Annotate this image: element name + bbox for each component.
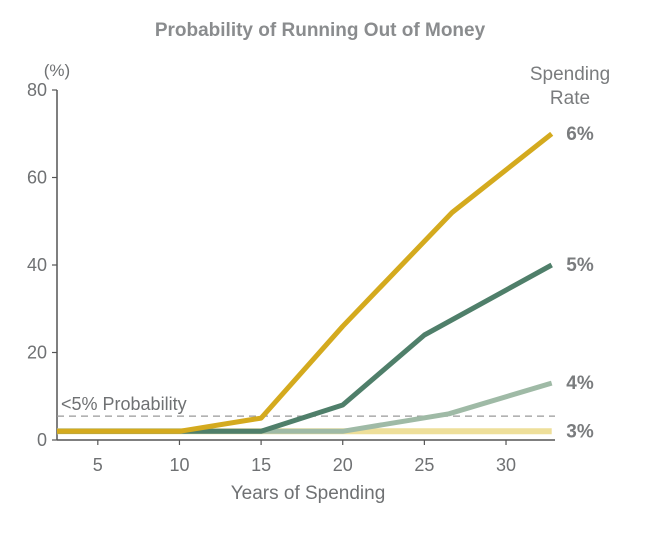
series-label: 6%: [566, 124, 594, 145]
threshold-label: <5% Probability: [61, 394, 187, 414]
x-tick-label: 5: [93, 455, 103, 475]
plot-area: 0 20 40 60 80 5 10 15 20 25 30 <5% Probability 6% 5% 4…: [27, 80, 594, 475]
x-tick-label: 25: [414, 455, 434, 475]
y-axis-unit: (%): [44, 61, 70, 80]
y-tick-label: 20: [27, 343, 47, 363]
x-tick-label: 10: [169, 455, 189, 475]
series-label: 3%: [566, 421, 594, 442]
y-tick-label: 60: [27, 168, 47, 188]
chart-title: Probability of Running Out of Money: [155, 20, 486, 41]
y-tick-label: 0: [37, 430, 47, 450]
x-tick-label: 20: [333, 455, 353, 475]
legend-title-line1: Spending: [530, 64, 610, 85]
x-tick-label: 30: [496, 455, 516, 475]
legend-title-line2: Rate: [550, 88, 590, 109]
series-label: 4%: [566, 373, 594, 394]
series-label: 5%: [566, 255, 594, 276]
series-line: [57, 131, 554, 434]
x-axis-title: Years of Spending: [231, 483, 386, 504]
y-tick-label: 80: [27, 80, 47, 100]
x-tick-label: 15: [251, 455, 271, 475]
y-tick-label: 40: [27, 255, 47, 275]
